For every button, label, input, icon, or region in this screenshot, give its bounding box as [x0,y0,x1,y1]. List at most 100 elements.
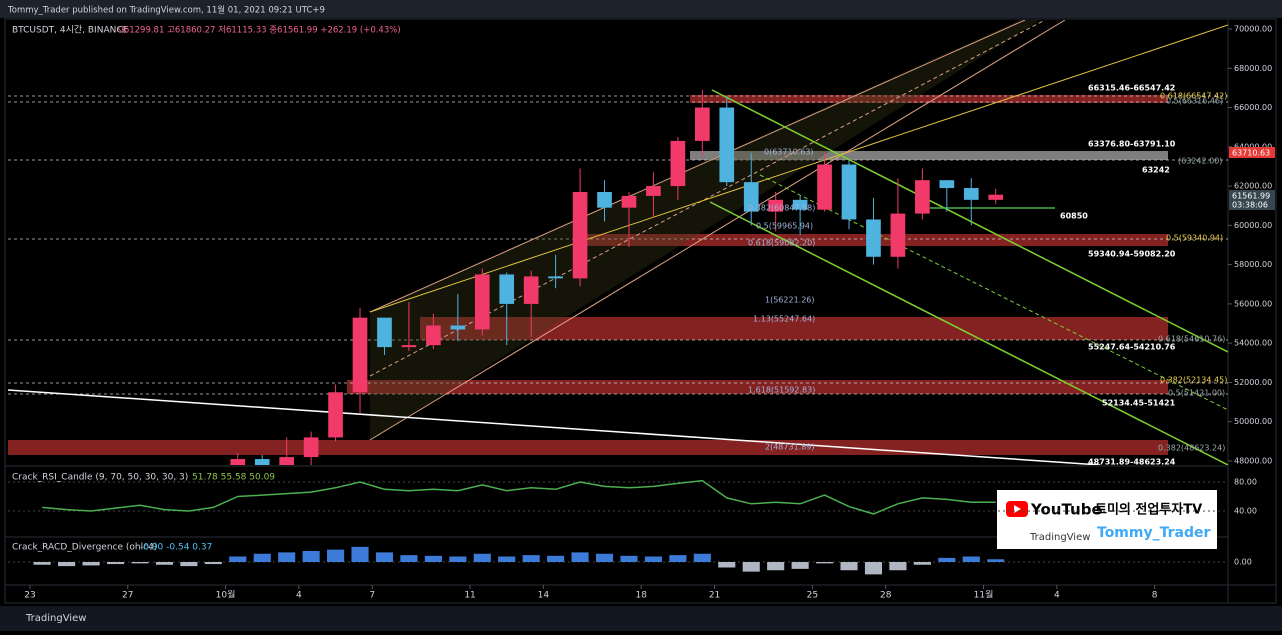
annotation: 0.618(59082.20) [748,239,815,248]
candle-body [572,191,588,279]
ohlc-label: 시61299.81 고61860.27 저61115.33 종61561.99 … [116,26,401,36]
candle-body [499,274,515,304]
candle-body [915,180,930,214]
candle-body [450,325,466,330]
annotation: 63376.80-63791.10 [1088,140,1176,149]
zone [420,317,1168,340]
histogram-bar [571,552,589,562]
platform: TradingView [1029,532,1090,543]
candle-body [523,276,539,304]
candle-body [352,317,368,393]
candle-body [890,213,906,257]
histogram-bar [889,562,907,571]
zone [8,440,1168,455]
y-tick-label: 70000.00 [1234,25,1272,34]
histogram-bar [644,556,662,562]
youtube: YouTube [1030,501,1102,519]
channel: 토미의 전업투자TV [1095,502,1202,518]
candle-body [474,274,490,330]
candle-body [694,107,710,141]
histogram-bar [351,546,369,562]
candle-body [939,180,955,189]
candle-body [303,437,319,458]
histogram-bar [473,553,491,562]
histogram-bar [253,553,271,562]
x-tick-label: 7 [369,591,375,601]
logo-box [997,490,1217,549]
annotation: 0.5(59340.94) [1166,234,1223,243]
y-tick-label: 54000.00 [1234,339,1272,348]
annotation: 0(63710.63) [764,148,814,157]
header-bar [0,0,1282,18]
annotation: 60850 [1060,212,1088,221]
histogram-bar [400,555,418,562]
annotation: 66315.46-66547.42 [1088,84,1175,93]
histogram-bar [816,562,834,564]
histogram-bar [375,552,394,562]
histogram-bar [693,553,711,562]
trend-line [7,389,1101,465]
histogram-bar [791,562,809,569]
annotation: 0.5(59965.94) [756,222,813,231]
x-tick-label: 11 [464,591,475,601]
candle-body [548,276,563,279]
histogram-bar [962,556,980,562]
annotation: 1.13(55247.64) [753,315,815,324]
histogram-bar [987,559,1005,562]
play-icon [1014,505,1021,513]
y-tick-label: 66000.00 [1234,103,1272,112]
annotation: 0.382(60847.58) [748,204,815,213]
histogram-bar [155,562,173,565]
x-tick-label: 11월 [974,589,994,601]
annotation: 63242 [1142,166,1170,175]
annotation: 48731.89-48623.24 [1088,458,1176,467]
candle-body [621,195,637,208]
price-label-box [1229,147,1275,158]
footer: TradingView [25,613,86,624]
histogram-bar [669,555,687,562]
histogram-bar [620,555,638,562]
histogram-bar [718,562,736,568]
histogram-bar [864,562,883,575]
y-tick-label: 40.00 [1234,507,1257,516]
x-tick-label: 10월 [216,589,236,601]
histogram-bar [742,562,760,572]
handle: Tommy_Trader [1097,525,1210,541]
y-tick-label: 0.00 [1234,558,1252,567]
candle-body [963,188,979,200]
histogram-bar [278,552,296,562]
candle-body [792,199,808,210]
header: Tommy_Trader published on TradingView.co… [7,5,325,16]
histogram-bar [522,555,540,562]
annotation: 55247.64-54210.76 [1088,343,1176,352]
candle-body [988,194,1004,200]
annotation: 59340.94-59082.20 [1088,250,1176,259]
annotation: 2(48731.89) [765,443,815,452]
x-tick-label: 25 [807,591,818,601]
channel-line [369,20,1066,441]
candle-body [328,392,343,438]
channel-line [369,20,1026,313]
histogram-bar [840,562,858,571]
zone [347,380,1168,394]
annotation: 1(56221.26) [765,296,815,305]
annotation: 1.618(51592.83) [748,386,815,395]
candle-body [426,325,441,346]
price-label-box [1229,199,1275,210]
x-tick-label: 18 [635,591,647,601]
histogram-bar [424,555,442,562]
annotation: 0.618(66547.42) [1160,92,1227,101]
y-tick-label: 58000.00 [1234,260,1272,269]
y-tick-label: 60000.00 [1234,221,1272,230]
y-tick-label: 50000.00 [1234,417,1272,426]
trend-line [709,201,1228,465]
annotation: (63242.00) [1178,157,1222,166]
x-tick-label: 21 [709,591,720,601]
histogram-bar [767,562,785,571]
histogram-bar [33,562,51,565]
y-tick-label: 64000.00 [1234,142,1272,151]
price-label: 63710.63 [1232,149,1270,158]
candle-body [817,164,832,210]
y-tick-label: 52000.00 [1234,378,1272,387]
